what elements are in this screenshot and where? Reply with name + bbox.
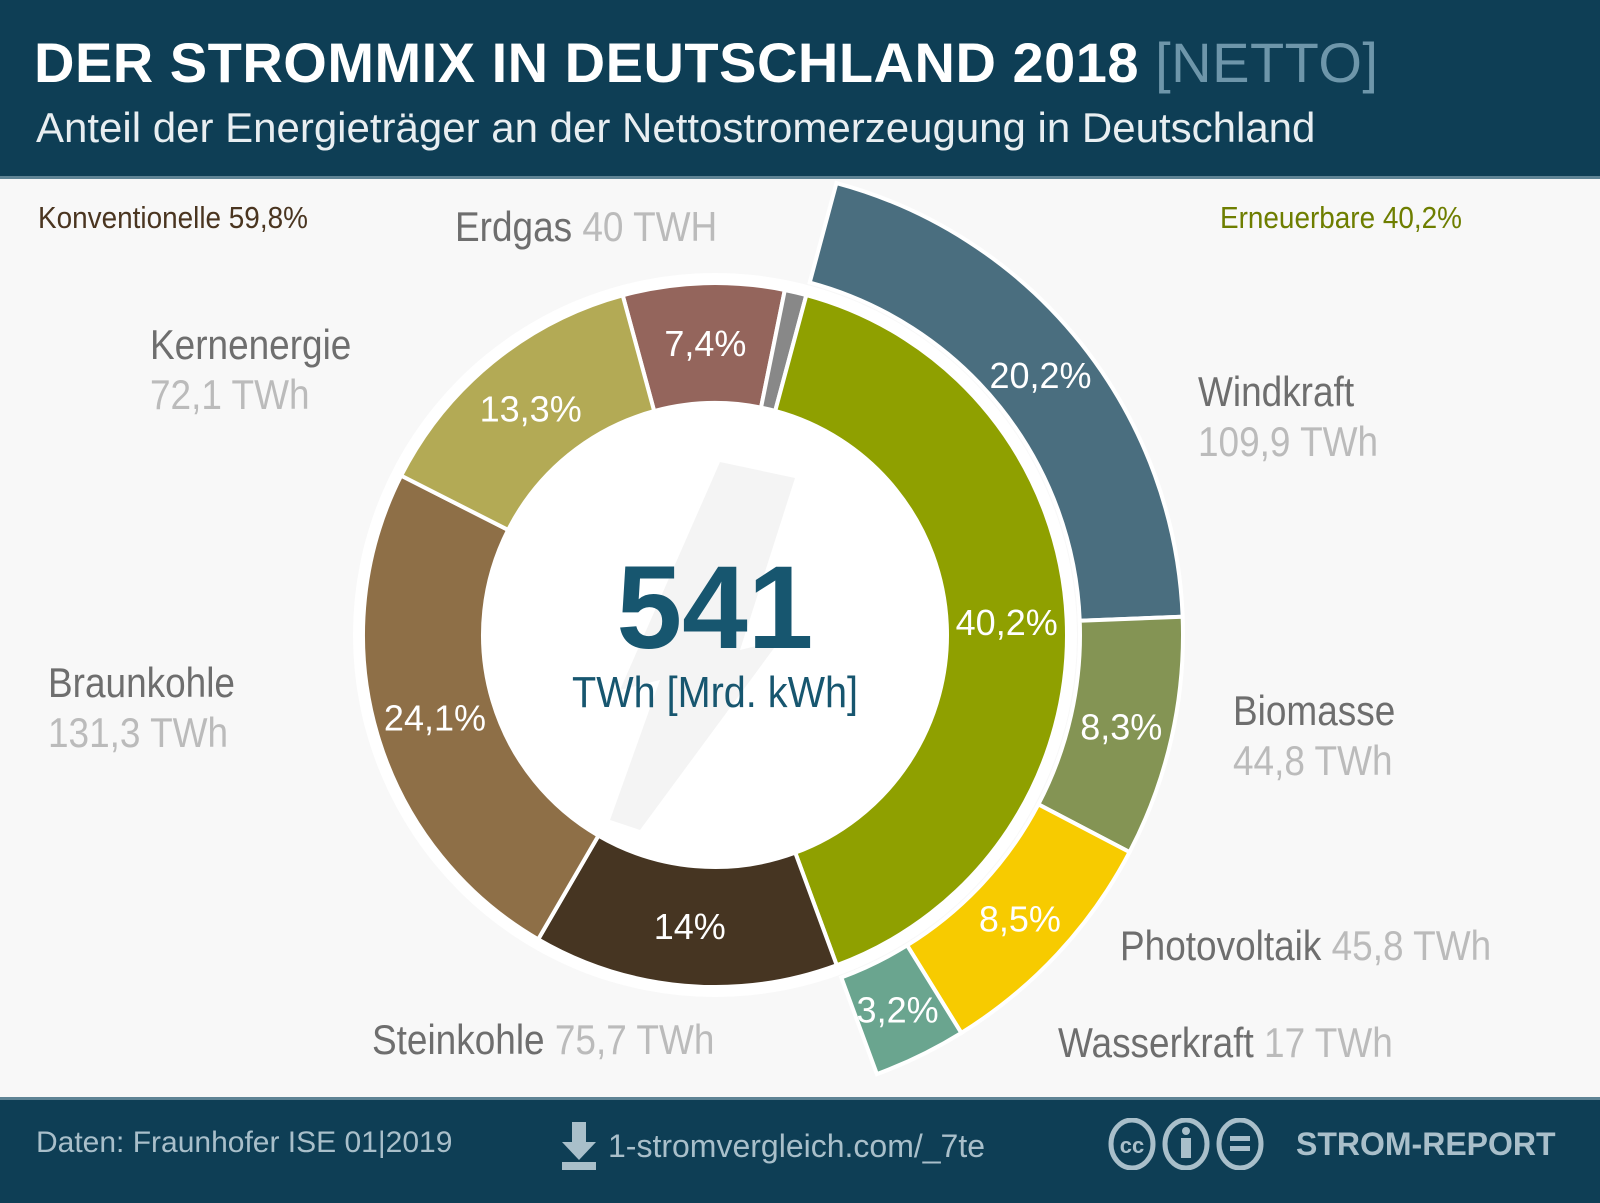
outer-segment-wasserkraft — [838, 942, 965, 1077]
page-subtitle: Anteil der Energieträger an der Nettostr… — [36, 104, 1316, 151]
download-icon — [562, 1122, 596, 1170]
label-biomasse: Biomasse 44,8 TWh — [1233, 687, 1396, 784]
header: DER STROMMIX IN DEUTSCHLAND 2018 [NETTO]… — [0, 0, 1600, 179]
label-braunkohle: Braunkohle 131,3 TWh — [48, 659, 235, 756]
inner-percent-label: 40,2% — [956, 602, 1058, 643]
inner-segment-erneuerbare — [772, 292, 1069, 968]
page-title: DER STROMMIX IN DEUTSCHLAND 2018 [NETTO] — [34, 31, 1379, 94]
data-source: Daten: Fraunhofer ISE 01|2019 — [36, 1126, 453, 1159]
nd-icon — [1216, 1118, 1264, 1170]
label-steinkohle: Steinkohle 75,7 TWh — [372, 1016, 715, 1063]
inner-percent-label: 7,4% — [664, 323, 746, 364]
license-icons: cc — [1108, 1118, 1264, 1170]
inner-segment-braunkohle — [361, 472, 602, 943]
svg-text:cc: cc — [1120, 1133, 1144, 1158]
inner-percent-label: 14% — [654, 906, 726, 947]
download-link[interactable]: 1-stromvergleich.com/_7te — [560, 1122, 985, 1170]
footer: Daten: Fraunhofer ISE 01|2019 1-stromver… — [0, 1097, 1600, 1203]
inner-segment-kernenergie — [398, 292, 657, 533]
outer-percent-label: 8,3% — [1080, 707, 1162, 748]
outer-percent-label: 3,2% — [857, 989, 939, 1030]
label-erdgas: Erdgas 40 TWH — [455, 203, 718, 250]
cc-icon: cc — [1108, 1118, 1156, 1170]
center-total: 541 TWh [Mrd. kWh] — [515, 548, 915, 718]
inner-percent-label: 13,3% — [480, 389, 582, 430]
label-windkraft: Windkraft 109,9 TWh — [1198, 368, 1379, 465]
by-icon — [1162, 1118, 1210, 1170]
outer-percent-label: 8,5% — [979, 899, 1061, 940]
label-kernenergie: Kernenergie 72,1 TWh — [150, 321, 352, 418]
total-unit: TWh [Mrd. kWh] — [571, 668, 859, 717]
renewable-share-label: Erneuerbare 40,2% — [1220, 200, 1462, 235]
brand-logo: STROM-REPORT — [1296, 1126, 1556, 1162]
outer-percent-label: 20,2% — [989, 355, 1091, 396]
label-photovoltaik: Photovoltaik 45,8 TWh — [1120, 922, 1492, 969]
title-tag: [NETTO] — [1155, 31, 1379, 94]
inner-percent-label: 24,1% — [384, 698, 486, 739]
total-value: 541 — [616, 542, 814, 674]
lightning-bolt-icon — [610, 462, 795, 830]
label-wasserkraft: Wasserkraft 17 TWh — [1058, 1019, 1393, 1066]
conventional-share-label: Konventionelle 59,8% — [38, 200, 308, 235]
